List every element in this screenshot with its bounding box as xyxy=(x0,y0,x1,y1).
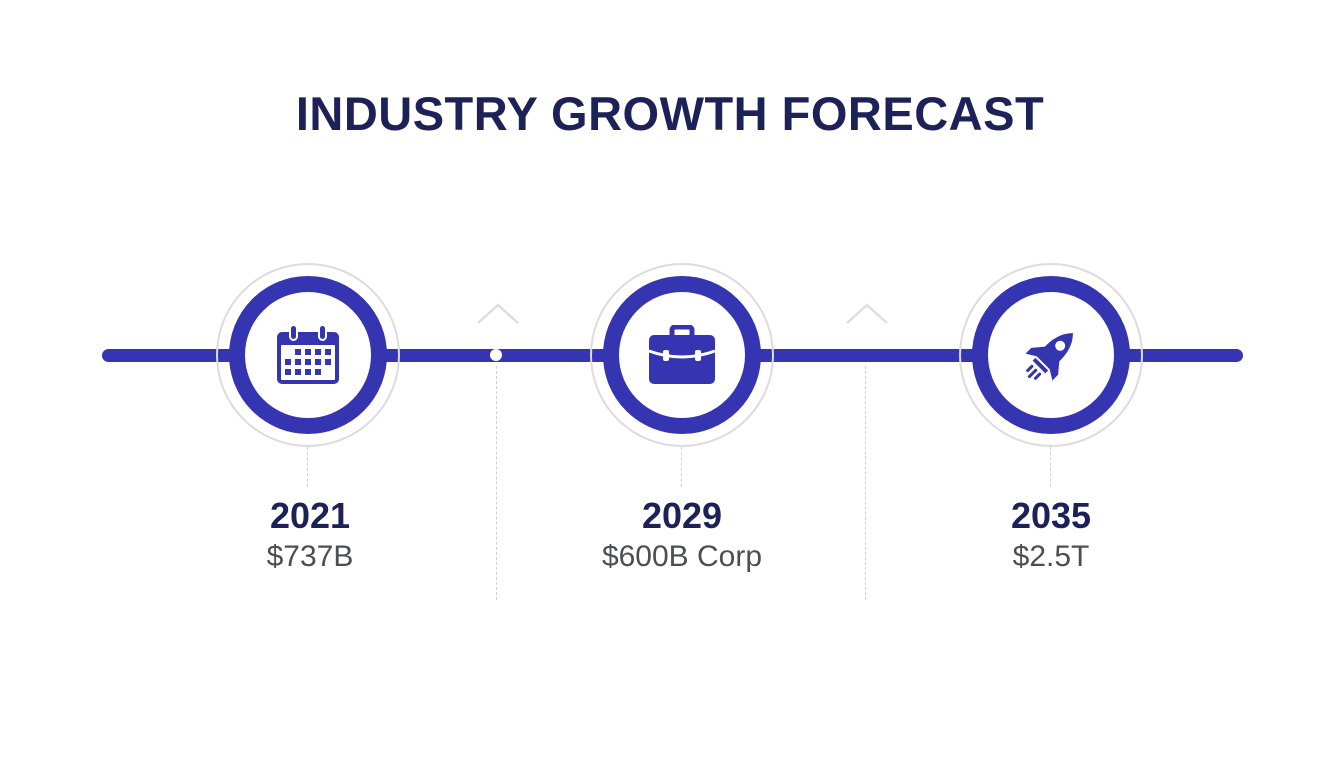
page-title: INDUSTRY GROWTH FORECAST xyxy=(295,87,1045,140)
milestone-year: 2021 xyxy=(269,495,351,536)
milestone-stem xyxy=(307,447,308,487)
milestone-label-2029: 2029 $600B Corp xyxy=(552,496,812,576)
milestone-outer-ring xyxy=(590,263,774,447)
calendar-icon xyxy=(277,324,339,384)
milestone-value: $737B xyxy=(266,540,354,573)
milestone-label-2035: 2035 $2.5T xyxy=(921,496,1181,576)
milestone-year: 2035 xyxy=(1010,495,1092,536)
milestone-stem xyxy=(1050,447,1051,487)
milestone-label-2021: 2021 $737B xyxy=(180,496,440,576)
briefcase-icon xyxy=(648,325,716,384)
rocket-icon xyxy=(1025,333,1073,381)
divider-line xyxy=(865,366,866,600)
milestone-value: $600B Corp xyxy=(601,540,763,573)
milestone-outer-ring xyxy=(216,263,400,447)
milestone-stem xyxy=(681,447,682,487)
milestone-node-2035 xyxy=(972,276,1130,434)
milestone-node-2021 xyxy=(229,276,387,434)
milestone-outer-ring xyxy=(959,263,1143,447)
milestone-year: 2029 xyxy=(641,495,723,536)
chevron-up-icon xyxy=(477,303,519,324)
divider-line xyxy=(496,366,497,600)
milestone-value: $2.5T xyxy=(1012,540,1090,573)
milestone-node-2029 xyxy=(603,276,761,434)
chevron-up-icon xyxy=(846,303,888,324)
timeline-dot xyxy=(490,349,502,361)
